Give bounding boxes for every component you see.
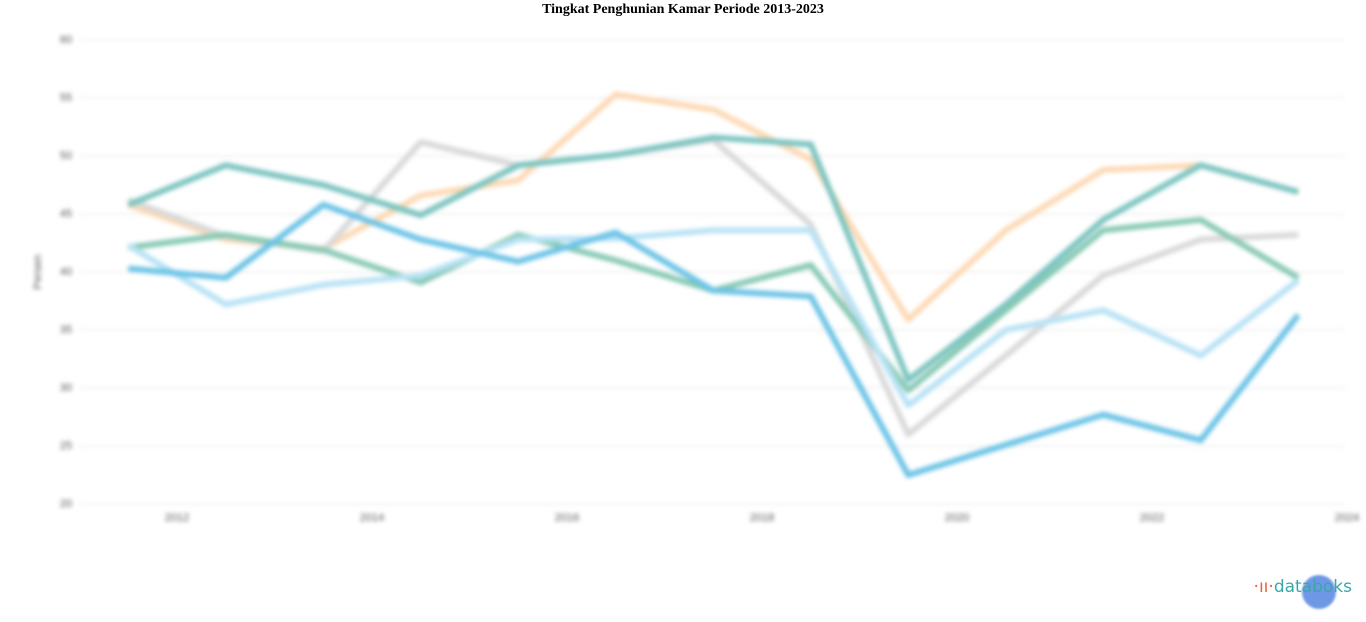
series-line [127, 201, 1301, 478]
x-tick-label: 2022 [1140, 512, 1164, 524]
series-line [127, 134, 1300, 383]
x-tick-label: 2016 [555, 512, 579, 524]
x-tick-label: 2012 [165, 512, 189, 524]
x-tick-label: 2014 [360, 512, 384, 524]
logo: ·ıı·databoks [1254, 577, 1352, 597]
y-tick-label: 60 [60, 34, 72, 46]
x-tick-label: 2018 [750, 512, 774, 524]
chart-title: Tingkat Penghunian Kamar Periode 2013-20… [542, 2, 824, 17]
y-tick-label: 25 [60, 440, 72, 452]
plot-area: 20 25 30 35 40 45 50 55 60 2012 2014 2016 2018 2020 20… [32, 34, 1359, 524]
y-tick-label: 30 [60, 382, 72, 394]
x-tick-label: 2020 [945, 512, 969, 524]
logo-text: databoks [1273, 577, 1352, 597]
series-line [127, 216, 1300, 394]
series-line [126, 227, 1301, 409]
x-tick-label: 2024 [1335, 512, 1359, 524]
y-tick-label: 40 [60, 266, 72, 278]
logo-icon: ·ıı· [1253, 577, 1274, 597]
y-tick-label: 35 [60, 324, 72, 336]
logo-badge [1302, 575, 1336, 609]
y-axis-label: Persen [32, 255, 44, 290]
y-tick-label: 20 [60, 498, 72, 510]
y-tick-label: 45 [60, 208, 72, 220]
y-tick-label: 55 [60, 92, 72, 104]
y-tick-label: 50 [60, 150, 72, 162]
